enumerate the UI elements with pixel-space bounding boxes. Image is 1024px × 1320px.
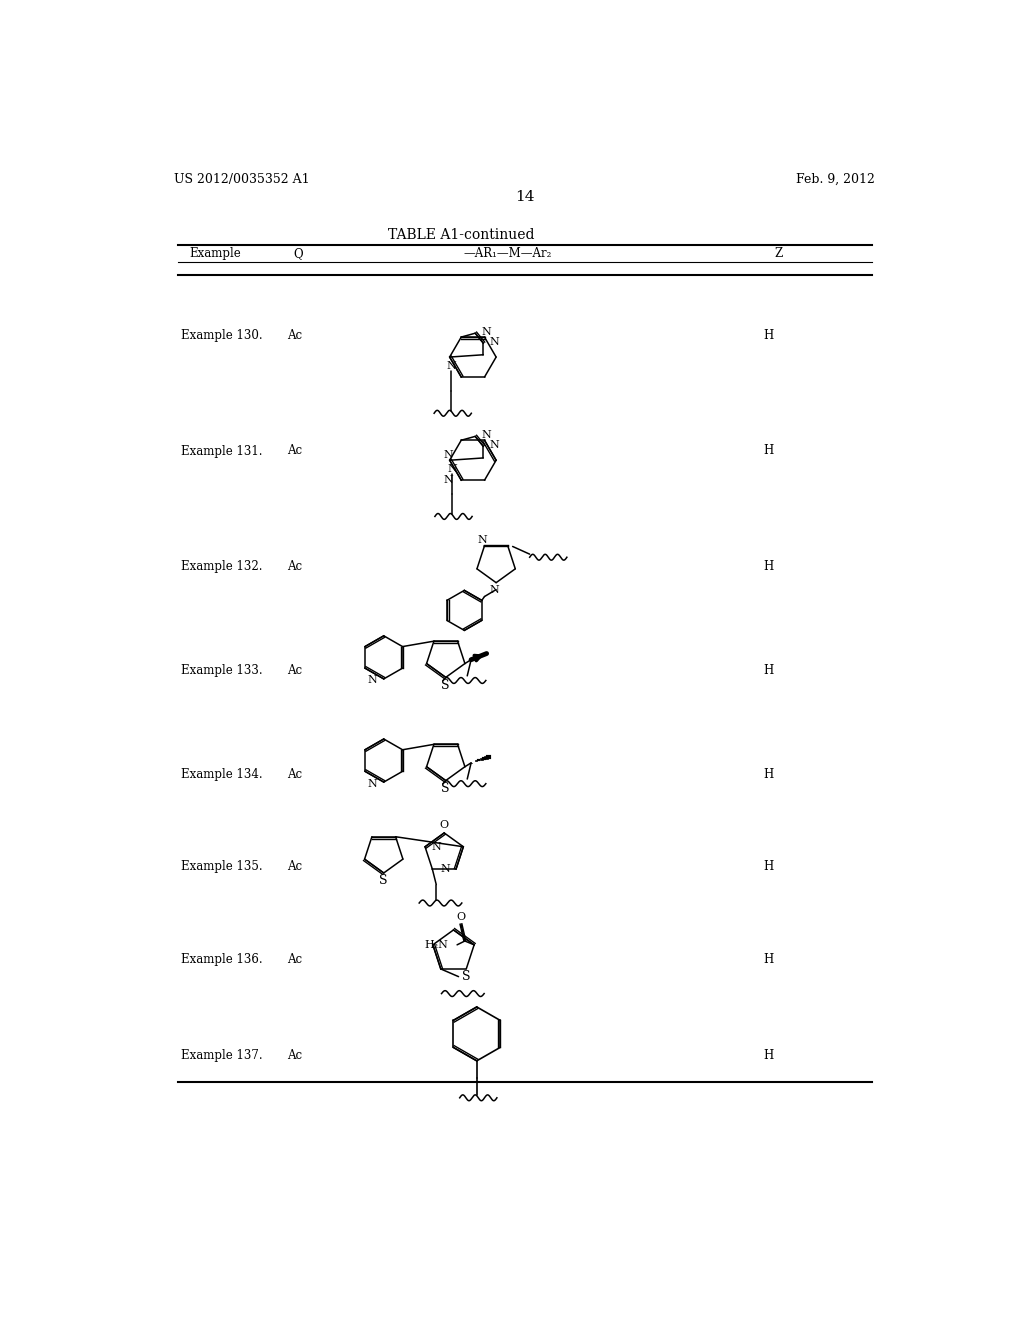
Text: H: H bbox=[764, 445, 774, 458]
Text: Ac: Ac bbox=[287, 1049, 302, 1063]
Text: S: S bbox=[380, 874, 388, 887]
Text: S: S bbox=[441, 781, 450, 795]
Text: Example 132.: Example 132. bbox=[180, 560, 262, 573]
Text: Example: Example bbox=[188, 247, 241, 260]
Text: Example 133.: Example 133. bbox=[180, 664, 262, 677]
Text: Ac: Ac bbox=[287, 953, 302, 966]
Text: O: O bbox=[457, 912, 466, 923]
Text: N: N bbox=[478, 535, 487, 545]
Text: Ac: Ac bbox=[287, 329, 302, 342]
Text: N: N bbox=[443, 450, 453, 459]
Text: H: H bbox=[764, 329, 774, 342]
Text: Q: Q bbox=[294, 247, 303, 260]
Text: Example 136.: Example 136. bbox=[180, 953, 262, 966]
Text: Example 135.: Example 135. bbox=[180, 861, 262, 874]
Text: Example 131.: Example 131. bbox=[180, 445, 262, 458]
Text: Feb. 9, 2012: Feb. 9, 2012 bbox=[797, 173, 876, 186]
Text: N: N bbox=[489, 337, 500, 347]
Text: N: N bbox=[446, 362, 456, 371]
Text: N: N bbox=[431, 842, 441, 851]
Text: 14: 14 bbox=[515, 190, 535, 203]
Text: N: N bbox=[368, 676, 378, 685]
Text: O: O bbox=[439, 820, 449, 830]
Text: Ac: Ac bbox=[287, 560, 302, 573]
Text: S: S bbox=[441, 678, 450, 692]
Text: Ac: Ac bbox=[287, 664, 302, 677]
Text: N: N bbox=[489, 440, 500, 450]
Text: N: N bbox=[481, 326, 490, 337]
Text: Ac: Ac bbox=[287, 445, 302, 458]
Text: N: N bbox=[489, 585, 500, 594]
Text: N: N bbox=[481, 430, 490, 440]
Text: Example 134.: Example 134. bbox=[180, 768, 262, 781]
Text: H₂N: H₂N bbox=[424, 940, 447, 950]
Text: S: S bbox=[462, 970, 470, 983]
Text: N: N bbox=[447, 465, 457, 474]
Text: US 2012/0035352 A1: US 2012/0035352 A1 bbox=[174, 173, 310, 186]
Text: TABLE A1-continued: TABLE A1-continued bbox=[388, 228, 535, 243]
Text: Ac: Ac bbox=[287, 861, 302, 874]
Text: Z: Z bbox=[775, 247, 783, 260]
Text: N: N bbox=[368, 779, 378, 788]
Text: Ac: Ac bbox=[287, 768, 302, 781]
Text: Example 130.: Example 130. bbox=[180, 329, 262, 342]
Text: —AR₁—M—Ar₂: —AR₁—M—Ar₂ bbox=[464, 247, 552, 260]
Text: H: H bbox=[764, 953, 774, 966]
Text: N: N bbox=[443, 475, 454, 486]
Text: H: H bbox=[764, 664, 774, 677]
Text: Example 137.: Example 137. bbox=[180, 1049, 262, 1063]
Text: N: N bbox=[440, 865, 450, 874]
Text: H: H bbox=[764, 1049, 774, 1063]
Text: H: H bbox=[764, 560, 774, 573]
Text: H: H bbox=[764, 861, 774, 874]
Text: H: H bbox=[764, 768, 774, 781]
